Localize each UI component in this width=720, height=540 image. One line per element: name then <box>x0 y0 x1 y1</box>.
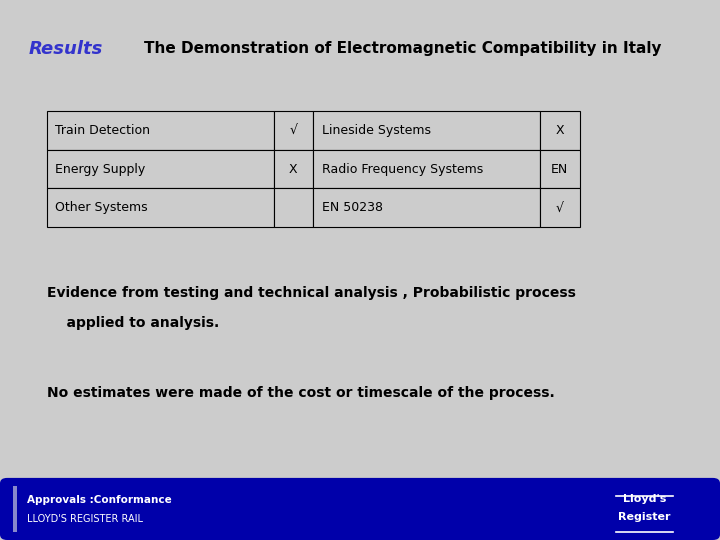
Text: Radio Frequency Systems: Radio Frequency Systems <box>322 163 483 176</box>
FancyBboxPatch shape <box>274 111 313 150</box>
Text: √: √ <box>556 201 564 214</box>
Text: applied to analysis.: applied to analysis. <box>47 316 219 330</box>
FancyBboxPatch shape <box>47 150 274 188</box>
Text: √: √ <box>289 124 297 137</box>
FancyBboxPatch shape <box>540 188 580 227</box>
FancyBboxPatch shape <box>47 111 274 150</box>
Text: Lloyd's: Lloyd's <box>623 494 666 504</box>
FancyBboxPatch shape <box>313 150 540 188</box>
FancyBboxPatch shape <box>313 188 540 227</box>
Text: Approvals :Conformance: Approvals :Conformance <box>27 495 172 505</box>
Text: Register: Register <box>618 512 670 522</box>
FancyBboxPatch shape <box>274 150 313 188</box>
Text: No estimates were made of the cost or timescale of the process.: No estimates were made of the cost or ti… <box>47 386 554 400</box>
Text: EN 50238: EN 50238 <box>322 201 383 214</box>
Text: The Demonstration of Electromagnetic Compatibility in Italy: The Demonstration of Electromagnetic Com… <box>144 40 662 56</box>
Text: Other Systems: Other Systems <box>55 201 148 214</box>
Text: Train Detection: Train Detection <box>55 124 150 137</box>
FancyBboxPatch shape <box>0 3 720 481</box>
Text: Energy Supply: Energy Supply <box>55 163 145 176</box>
FancyBboxPatch shape <box>540 150 580 188</box>
FancyBboxPatch shape <box>313 111 540 150</box>
FancyBboxPatch shape <box>274 188 313 227</box>
Text: EN: EN <box>552 163 568 176</box>
FancyBboxPatch shape <box>540 111 580 150</box>
Text: X: X <box>556 124 564 137</box>
Text: Results: Results <box>29 40 103 58</box>
FancyBboxPatch shape <box>13 486 17 532</box>
Text: X: X <box>289 163 297 176</box>
Text: Lineside Systems: Lineside Systems <box>322 124 431 137</box>
Text: LLOYD'S REGISTER RAIL: LLOYD'S REGISTER RAIL <box>27 514 143 524</box>
FancyBboxPatch shape <box>0 478 720 540</box>
FancyBboxPatch shape <box>47 188 274 227</box>
Text: Evidence from testing and technical analysis , Probabilistic process: Evidence from testing and technical anal… <box>47 286 576 300</box>
